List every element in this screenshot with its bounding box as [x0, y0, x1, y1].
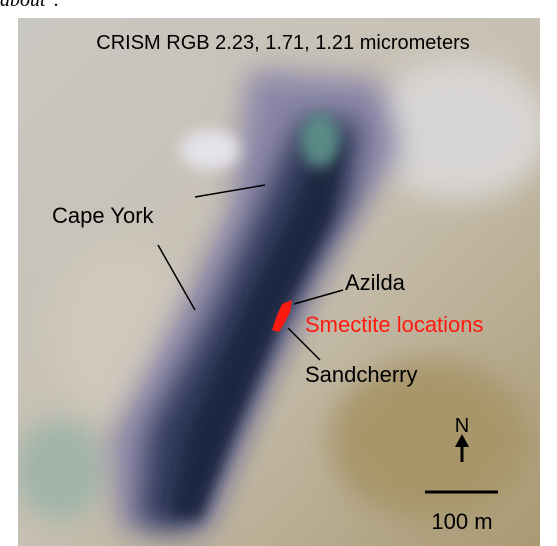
label: Sandcherry: [305, 362, 418, 387]
image-title: CRISM RGB 2.23, 1.71, 1.21 micrometers: [96, 32, 469, 54]
legend: Smectite locations: [305, 312, 484, 337]
compass-label: N: [455, 415, 469, 437]
page: about". CRISM RGB 2.23, 1.71, 1.21 micro…: [0, 0, 557, 546]
scale-label: 100 m: [431, 509, 492, 534]
caption-fragment: about".: [0, 0, 59, 11]
label: Cape York: [52, 203, 155, 228]
label: Azilda: [345, 270, 406, 295]
satellite-image: [15, 18, 550, 546]
